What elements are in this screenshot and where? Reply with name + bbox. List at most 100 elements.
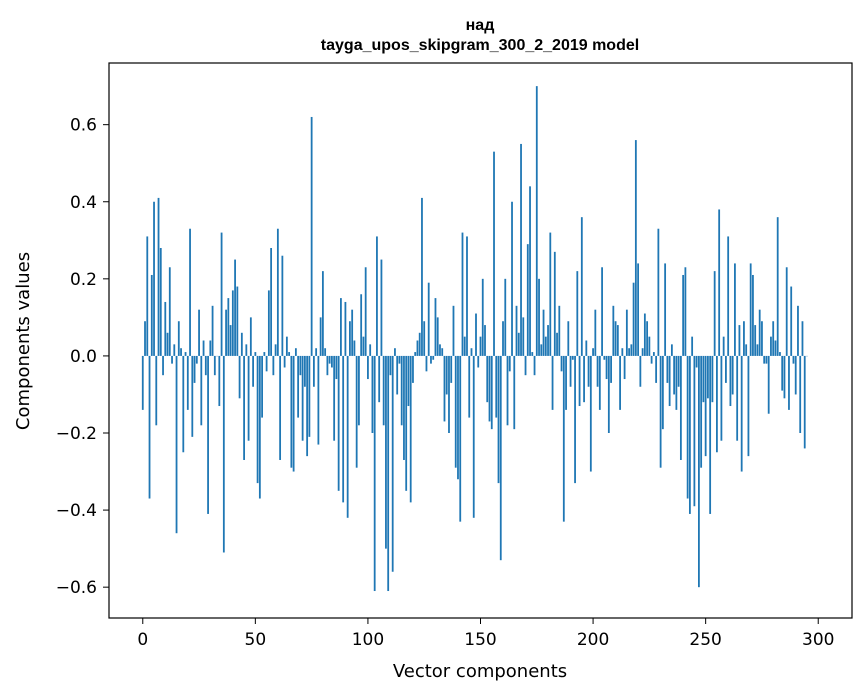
bar <box>245 344 248 356</box>
bar <box>364 267 367 356</box>
x-tick-label: 150 <box>464 630 496 650</box>
bar <box>159 248 162 356</box>
bar <box>592 348 594 356</box>
bar <box>222 355 225 553</box>
bar <box>301 355 304 441</box>
bar <box>486 355 489 403</box>
bar <box>371 355 374 433</box>
bar <box>315 348 318 356</box>
bar <box>281 255 284 356</box>
bar <box>659 355 662 468</box>
bar <box>558 305 561 356</box>
bar <box>756 344 759 356</box>
bar <box>666 355 669 383</box>
bar <box>513 355 516 430</box>
bar <box>220 232 223 356</box>
bar <box>585 340 588 356</box>
bar <box>225 309 227 356</box>
bar <box>535 86 538 356</box>
bar <box>569 355 572 387</box>
bar <box>603 355 606 360</box>
bar <box>619 355 621 410</box>
bar <box>405 355 408 491</box>
bar <box>646 321 649 356</box>
bar <box>797 305 799 356</box>
bar <box>265 355 268 372</box>
bar <box>736 355 739 441</box>
bar <box>362 336 365 356</box>
bar <box>461 232 464 356</box>
bar <box>466 236 468 356</box>
bar <box>211 305 214 356</box>
bar <box>578 355 581 407</box>
bar <box>517 332 520 356</box>
bar <box>414 352 417 356</box>
bar <box>418 332 421 356</box>
bar <box>675 355 678 410</box>
bar <box>713 271 716 356</box>
bar <box>576 271 579 356</box>
bar <box>684 267 687 356</box>
bar <box>173 344 176 356</box>
bar <box>763 355 766 364</box>
bar <box>144 321 146 356</box>
bar <box>765 355 768 364</box>
bar <box>511 201 513 356</box>
bar <box>727 236 730 356</box>
bar <box>385 355 387 549</box>
bar <box>628 348 630 356</box>
bar <box>731 355 734 395</box>
bar <box>439 344 441 356</box>
bar <box>175 355 178 534</box>
bar <box>657 228 660 356</box>
bar <box>479 336 482 356</box>
bar <box>243 355 245 460</box>
x-tick-label: 0 <box>137 630 148 650</box>
bar <box>249 317 252 356</box>
bar <box>193 355 196 383</box>
bar <box>614 321 617 356</box>
bar <box>785 267 788 356</box>
bar <box>538 278 540 356</box>
bar <box>725 355 727 383</box>
bar <box>524 355 527 376</box>
bar <box>490 355 493 430</box>
bar <box>421 197 423 356</box>
bar <box>369 344 372 356</box>
bar <box>317 355 320 445</box>
bar <box>346 355 349 518</box>
bar <box>560 355 563 372</box>
bar <box>601 267 603 356</box>
bar <box>270 248 273 356</box>
bar <box>463 336 466 356</box>
bar <box>141 355 144 410</box>
bar <box>522 317 525 356</box>
bar <box>508 355 511 372</box>
bar <box>380 259 383 356</box>
bar <box>625 309 628 356</box>
bar <box>754 325 757 356</box>
bar <box>691 336 694 356</box>
bar <box>353 340 356 356</box>
bar <box>263 352 266 356</box>
y-axis-ticks: −0.6 −0.4 −0.2 0.0 0.2 0.4 0.6 <box>56 116 109 598</box>
bar <box>209 340 212 356</box>
bar <box>236 286 239 356</box>
bar <box>589 355 592 472</box>
bar <box>195 355 198 364</box>
bar <box>198 309 200 356</box>
bar <box>328 355 331 364</box>
bar <box>290 355 293 468</box>
bar <box>441 348 444 356</box>
bar <box>457 355 459 480</box>
bar <box>272 355 275 376</box>
bar <box>515 305 518 356</box>
bar <box>468 355 471 418</box>
bar <box>650 355 653 364</box>
bar <box>499 355 502 561</box>
bar <box>779 352 781 356</box>
bar <box>202 340 205 356</box>
bar <box>803 355 806 449</box>
bar <box>707 355 709 399</box>
